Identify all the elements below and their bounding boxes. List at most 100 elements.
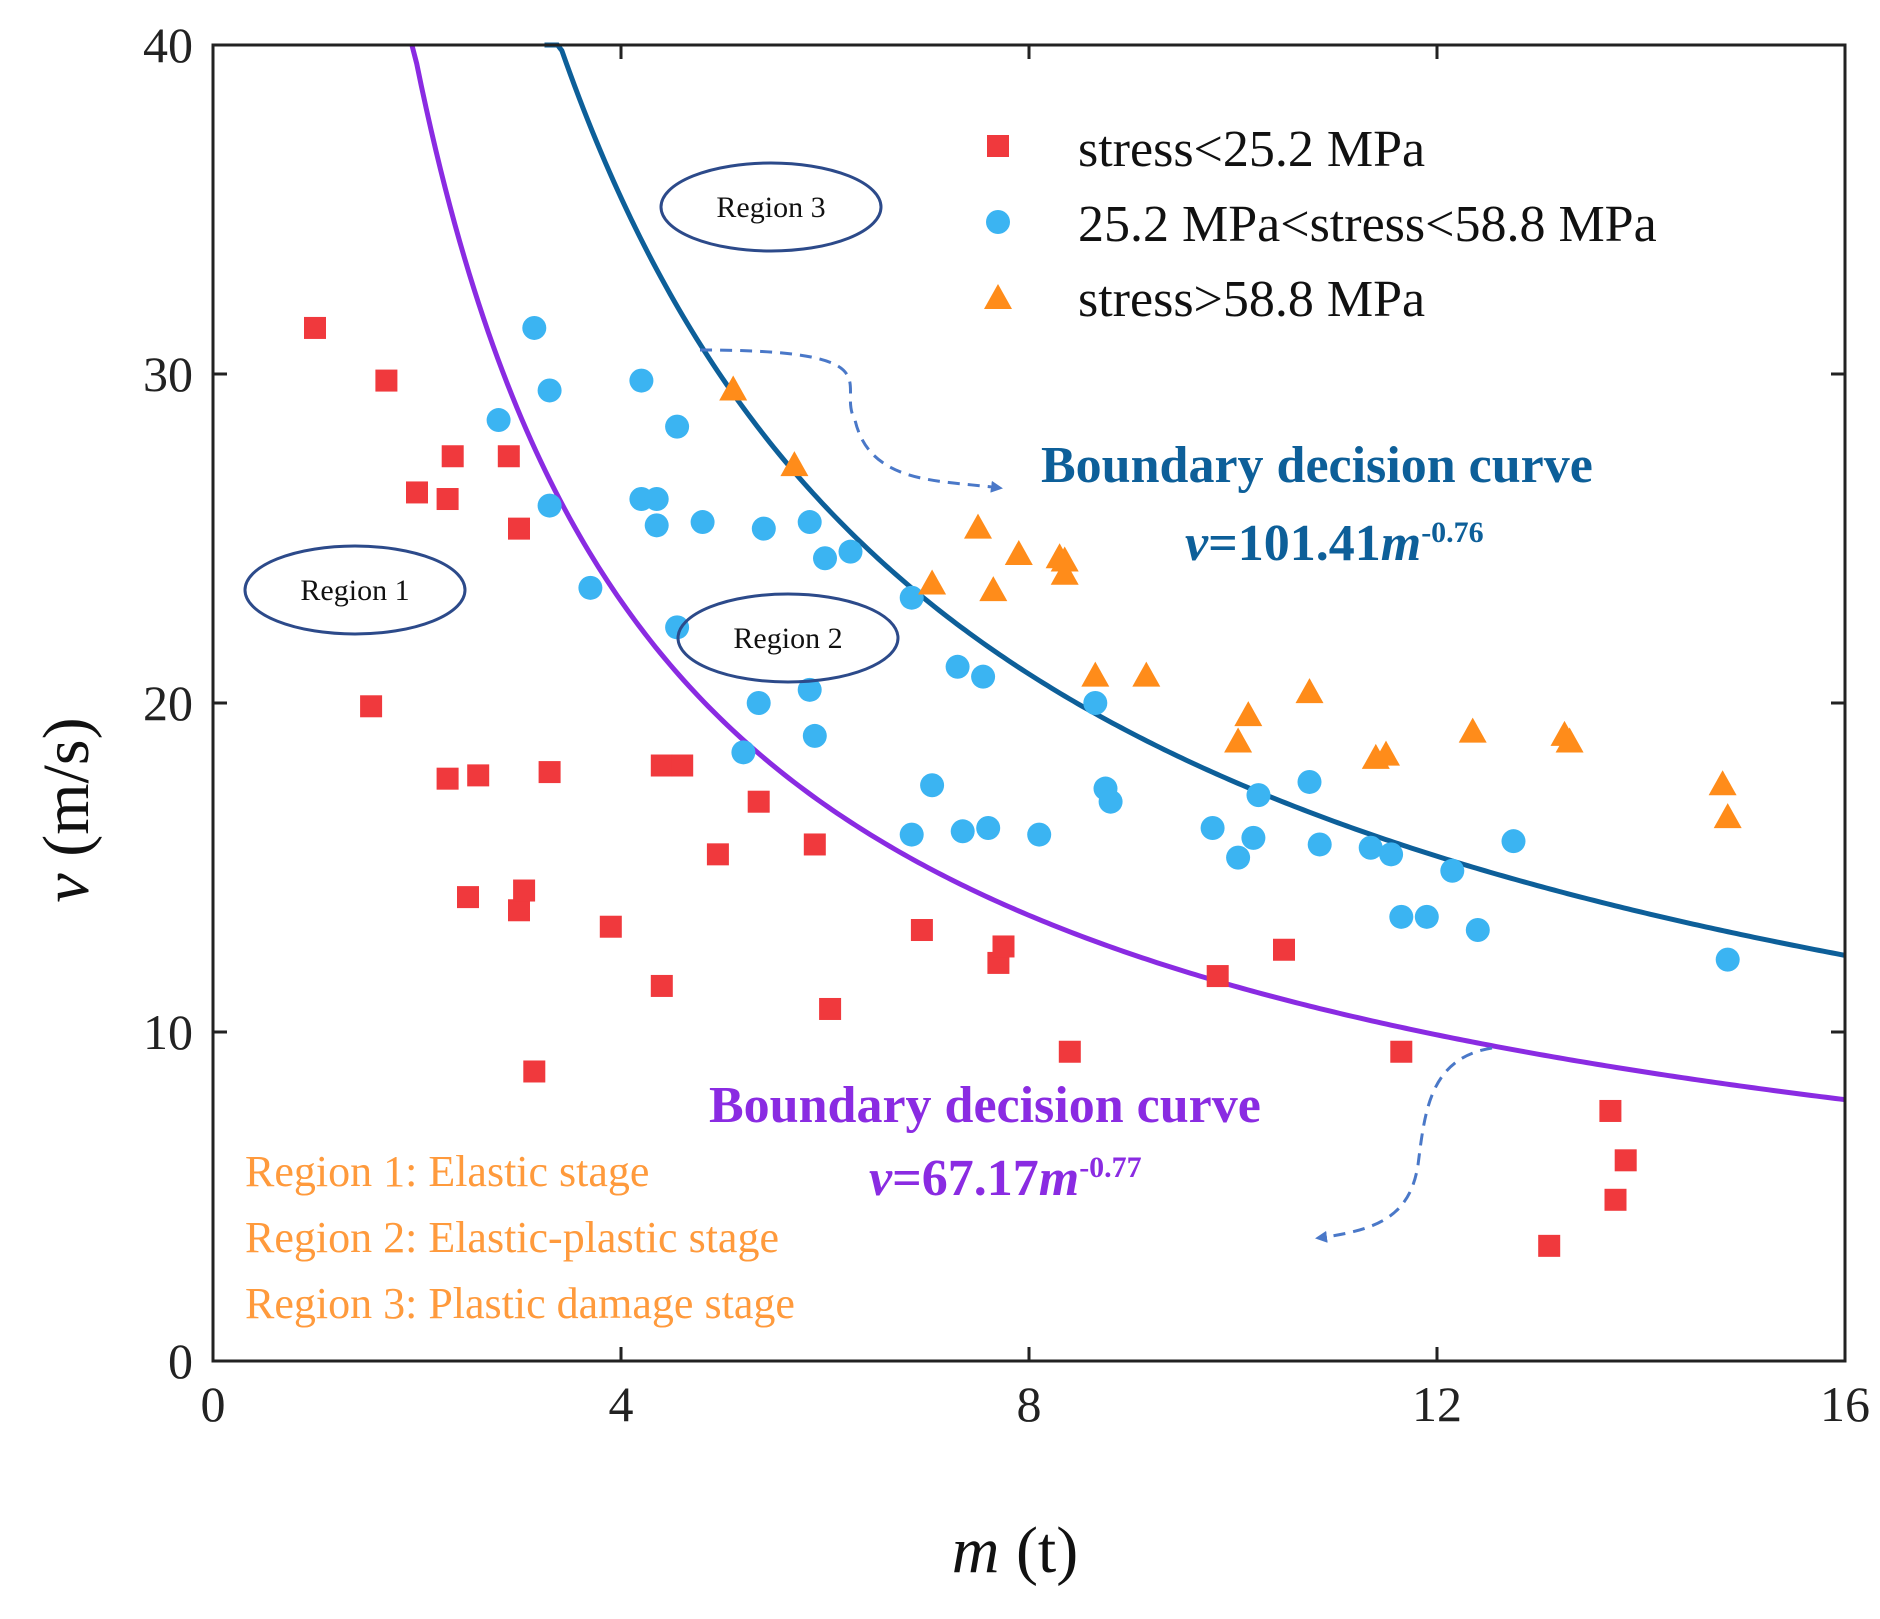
y-tick-label: 40 xyxy=(143,17,193,73)
lower-eq-exp: -0.77 xyxy=(1079,1151,1142,1184)
data-point-triangle xyxy=(964,513,992,539)
lower-eq-mid: =67.17 xyxy=(892,1150,1039,1207)
data-point-circle xyxy=(950,819,975,844)
y-tick-label: 30 xyxy=(143,346,193,402)
data-point-circle xyxy=(838,539,863,564)
data-point-circle xyxy=(899,822,924,847)
data-point-square xyxy=(1206,965,1229,988)
data-point-circle xyxy=(1083,691,1108,715)
y-tick-label: 0 xyxy=(168,1333,193,1389)
data-point-square xyxy=(1604,1188,1627,1211)
data-point-triangle xyxy=(1372,740,1400,766)
data-point-circle xyxy=(1715,947,1740,972)
note-region-2: Region 2: Elastic-plastic stage xyxy=(245,1213,779,1262)
lower-curve-equation: v=67.17m-0.77 xyxy=(869,1150,1142,1207)
data-point-circle xyxy=(976,816,1001,841)
data-point-circle xyxy=(578,575,603,600)
data-point-circle xyxy=(1027,822,1052,847)
legend: stress<25.2 MPa 25.2 MPa<stress<58.8 MPa… xyxy=(984,121,1657,328)
curves-layer xyxy=(409,42,1846,1103)
region-3-ellipse xyxy=(659,161,883,253)
data-point-square xyxy=(497,445,520,468)
data-point-square xyxy=(747,790,770,813)
x-axis-title: m (t) xyxy=(952,1514,1078,1587)
x-axis-title-unit: (t) xyxy=(999,1514,1078,1587)
data-point-triangle xyxy=(1234,701,1263,727)
data-point-triangle xyxy=(719,375,748,401)
data-point-circle xyxy=(1389,904,1414,929)
data-point-triangle xyxy=(1708,770,1737,796)
data-point-triangle xyxy=(1555,727,1584,753)
data-point-circle xyxy=(1098,789,1123,814)
data-point-circle xyxy=(1226,845,1251,870)
data-point-circle xyxy=(1297,769,1322,794)
data-point-square xyxy=(375,369,398,392)
data-point-square xyxy=(1058,1040,1081,1063)
data-point-circle xyxy=(537,378,562,403)
region-1-ellipse xyxy=(243,544,467,636)
data-point-square xyxy=(910,919,933,942)
data-point-square xyxy=(538,761,561,784)
data-point-square xyxy=(1614,1149,1637,1172)
region-notes: Region 1: Elastic stage Region 2: Elasti… xyxy=(245,1147,795,1328)
data-point-triangle xyxy=(1050,546,1079,572)
data-point-circle xyxy=(945,654,970,679)
data-point-circle xyxy=(537,493,562,518)
data-point-triangle xyxy=(780,451,809,477)
data-point-circle xyxy=(1307,832,1332,857)
data-point-circle xyxy=(899,585,924,610)
data-point-circle xyxy=(797,677,822,702)
data-point-triangle xyxy=(1458,717,1487,743)
data-point-triangle xyxy=(1295,678,1324,704)
data-point-square xyxy=(992,935,1015,958)
data-point-square xyxy=(406,481,428,504)
upper-curve-annotation: Boundary decision curve v=101.41m-0.76 xyxy=(699,348,1593,572)
data-point-circle xyxy=(751,516,776,541)
data-point-circle xyxy=(1358,835,1383,860)
data-point-circle xyxy=(665,615,690,640)
data-point-triangle xyxy=(1224,727,1253,753)
data-point-circle xyxy=(1414,904,1439,929)
data-point-circle xyxy=(746,691,771,715)
data-point-circle xyxy=(486,408,511,433)
data-point-square xyxy=(360,695,383,718)
data-point-circle xyxy=(1246,783,1271,808)
data-point-square xyxy=(671,754,694,777)
data-point-square xyxy=(467,764,490,787)
lower-curve-annotation: Boundary decision curve v=67.17m-0.77 xyxy=(709,1046,1493,1243)
data-point-square xyxy=(1390,1040,1413,1063)
data-point-circle xyxy=(665,414,690,439)
x-axis-title-var: m xyxy=(952,1514,1000,1587)
region-3-label: Region 3 xyxy=(659,161,883,253)
lower-eq-v: v xyxy=(869,1150,893,1207)
data-point-circle xyxy=(644,513,669,538)
x-tick-label: 16 xyxy=(1820,1376,1870,1432)
data-point-triangle xyxy=(979,576,1008,602)
y-axis-title: v (m/s) xyxy=(30,717,103,902)
upper-eq-mid: =101.41 xyxy=(1208,515,1381,572)
ticks-layer: 0 4 8 12 16 0 10 20 30 40 xyxy=(143,17,1870,1432)
upper-eq-v: v xyxy=(1185,515,1209,572)
data-point-square xyxy=(650,754,673,777)
region-2-label: Region 2 xyxy=(676,592,900,684)
data-point-circle xyxy=(971,664,996,689)
data-point-circle xyxy=(629,368,654,393)
data-point-circle xyxy=(1379,842,1404,867)
data-point-triangle xyxy=(1050,559,1079,585)
data-point-circle xyxy=(813,546,837,571)
data-point-square xyxy=(523,1060,546,1083)
legend-marker-circle xyxy=(986,210,1010,234)
note-region-3: Region 3: Plastic damage stage xyxy=(245,1279,795,1328)
region-1-label: Region 1 xyxy=(243,544,467,636)
y-axis-title-unit: (m/s) xyxy=(30,717,103,873)
legend-marker-triangle xyxy=(984,284,1012,309)
data-point-circle xyxy=(731,740,756,765)
data-point-square xyxy=(513,879,536,902)
upper-eq-exp: -0.76 xyxy=(1421,516,1484,549)
data-point-square xyxy=(436,767,459,790)
upper-eq-m: m xyxy=(1381,515,1421,572)
data-point-square xyxy=(599,915,622,938)
data-point-circle xyxy=(802,723,827,748)
data-point-square xyxy=(706,843,729,866)
